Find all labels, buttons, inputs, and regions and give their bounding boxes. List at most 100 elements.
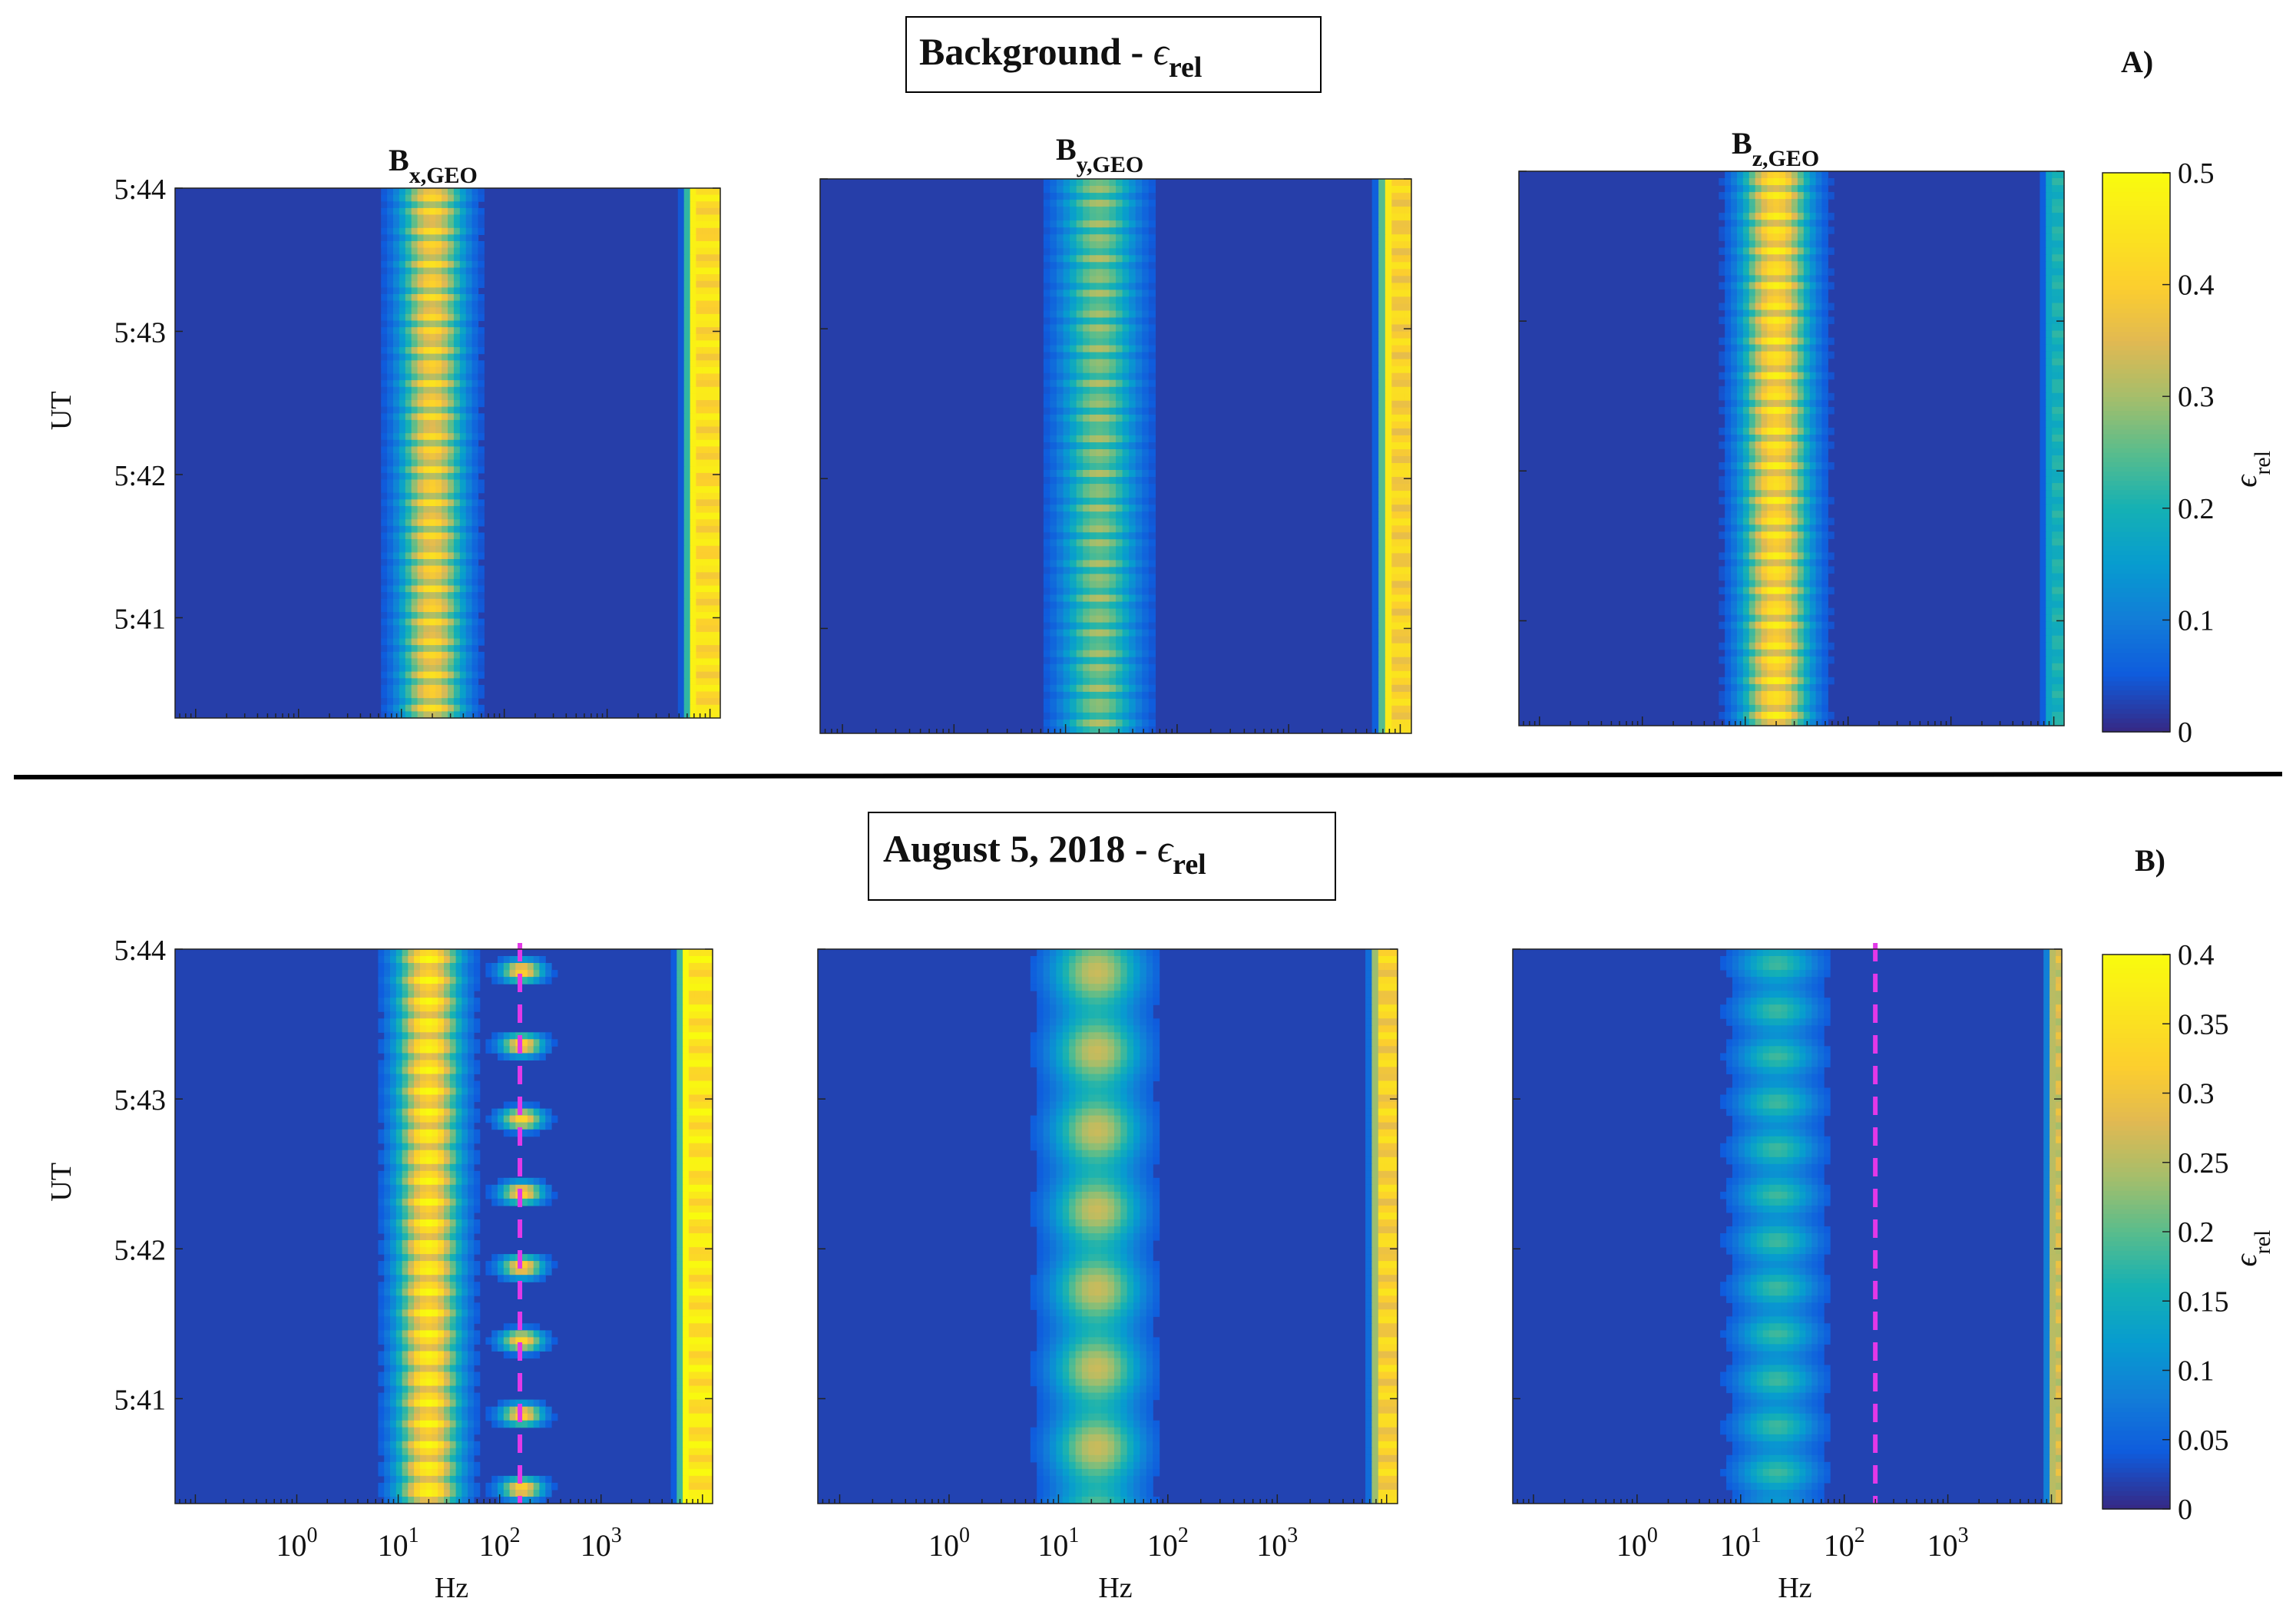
heatmap-cell [1096,428,1103,436]
heatmap-cell [1731,171,1738,179]
heatmap-cell [1083,296,1090,304]
heatmap-cell [1391,677,1399,686]
heatmap-cell [459,651,467,659]
heatmap-cell [1385,248,1392,256]
heatmap-cell [399,333,406,341]
heatmap-cell [2058,171,2065,179]
heatmap-cell [1070,435,1077,443]
heatmap-cell [387,612,394,620]
heatmap-cell [417,393,425,401]
heatmap-cell [1148,657,1156,665]
heatmap-cell [2052,213,2059,220]
heatmap-cell [411,658,419,666]
heatmap-cell [1803,206,1811,213]
heatmap-cell [1398,705,1406,713]
heatmap-cell [1070,456,1077,464]
heatmap-cell [1378,338,1386,346]
heatmap-cell [1043,234,1051,242]
heatmap-cell [1122,276,1130,283]
heatmap-cell [696,360,703,368]
heatmap-cell [1371,594,1379,603]
heatmap-cell [1773,511,1780,518]
heatmap-cell [387,466,394,474]
heatmap-cell [1767,227,1774,234]
heatmap-cell [1102,546,1110,554]
heatmap-cell [381,559,388,567]
heatmap-cell [1809,442,1817,449]
heatmap-cell [1050,386,1057,395]
heatmap-cell [1791,282,1798,290]
heatmap-cell [1773,227,1780,234]
heatmap-cell [1043,400,1051,409]
heatmap-cell [1797,455,1805,463]
heatmap-cell [696,472,703,481]
heatmap-cell [690,194,697,202]
heatmap-cell [1821,420,1828,428]
heatmap-cell [1391,581,1399,589]
heatmap-cell [1063,629,1070,637]
heatmap-cell [405,254,412,262]
heatmap-cell [1803,323,1811,332]
heatmap-cell [677,287,685,295]
heatmap-cell [1057,421,1064,429]
heatmap-cell [405,691,412,699]
heatmap-cell [1803,233,1811,241]
heatmap-cell [1050,400,1057,409]
heatmap-cell [1122,594,1130,603]
heatmap-cell [708,433,715,441]
heatmap-cell [1063,677,1070,686]
heatmap-cell [1815,282,1823,290]
heatmap-cell [1063,407,1070,415]
heatmap-cell [1089,386,1097,395]
heatmap-cell [453,287,461,295]
heatmap-cell [690,711,697,719]
heatmap-cell [1122,379,1130,388]
heatmap-cell [1779,254,1786,262]
heatmap-cell [1742,420,1750,428]
heatmap-cell [1767,365,1774,373]
heatmap-cell [1755,442,1762,449]
heatmap-cell [1096,234,1103,242]
heatmap-cell [423,406,430,414]
heatmap-cell [417,578,425,587]
heatmap-cell [1148,442,1156,450]
heatmap-cell [1761,289,1768,296]
heatmap-cell [465,446,473,454]
heatmap-cell [453,400,461,408]
heatmap-cell [448,300,455,308]
heatmap-cell [1761,268,1768,276]
heatmap-cell [1815,490,1823,498]
heatmap-cell [1089,421,1097,429]
heatmap-cell [1791,192,1798,200]
heatmap-cell [696,313,703,322]
heatmap-cell [1050,338,1057,346]
heatmap-cell [423,565,430,573]
heatmap-cell [1371,283,1379,290]
heatmap-cell [1089,276,1097,283]
heatmap-cell [1797,462,1805,470]
heatmap-cell [2058,420,2065,428]
heatmap-cell [1102,525,1110,533]
heatmap-cell [1076,567,1083,574]
heatmap-cell [1748,420,1756,428]
heatmap-cell [465,466,473,474]
heatmap-cell [435,393,442,401]
heatmap-cell [459,612,467,620]
heatmap-cell [1391,560,1399,567]
heatmap-cell [2040,483,2046,491]
heatmap-cell [1821,296,1828,304]
heatmap-cell [2046,385,2053,394]
heatmap-cell [708,294,715,302]
heatmap-cell [1063,491,1070,498]
heatmap-cell [1057,200,1064,207]
heatmap-cell [435,201,442,209]
heatmap-cell [1378,684,1386,693]
heatmap-cell [696,227,703,235]
heatmap-cell [2040,171,2046,179]
heatmap-cell [1773,351,1780,359]
heatmap-cell [1398,393,1406,402]
heatmap-cell [1371,691,1379,700]
heatmap-cell [1391,608,1399,617]
heatmap-cell [1043,366,1051,374]
heatmap-cell [1803,365,1811,373]
